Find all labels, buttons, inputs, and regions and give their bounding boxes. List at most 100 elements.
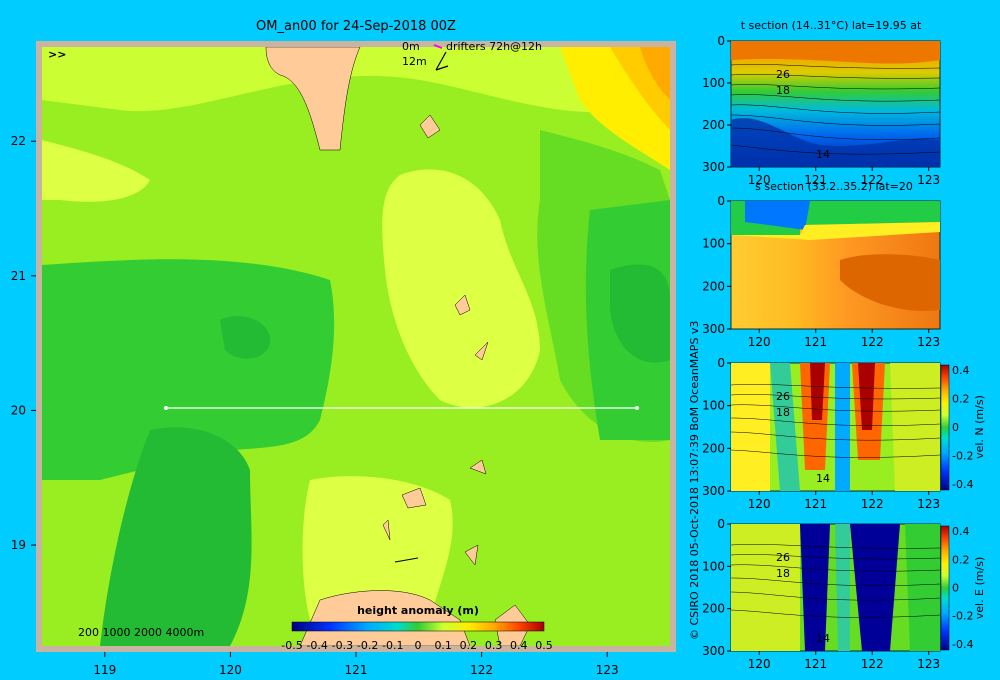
panel-colorbar-tick-label: -0.4 <box>952 638 973 651</box>
legend-drifters: drifters 72h@12h <box>446 40 542 53</box>
panel-colorbar-tick-label: 0.4 <box>952 525 970 538</box>
panel-y-tick-label: 0 <box>717 194 725 208</box>
colorbar <box>291 621 545 632</box>
land-luzon <box>299 590 471 646</box>
ve-contour-label-14: 14 <box>816 632 830 645</box>
s-salty-core <box>840 254 940 311</box>
ve-colorbar-label: vel. E (m/s) <box>973 557 986 620</box>
panel-y-tick-label: 300 <box>702 644 725 658</box>
panel-y-tick-label: 100 <box>702 76 725 90</box>
panel-colorbar-tick-label: -0.2 <box>952 449 973 462</box>
vn-contour-label-26: 26 <box>776 390 790 403</box>
drifter-track <box>394 557 419 563</box>
panel-y-tick-label: 200 <box>702 279 725 293</box>
vel-east-section: 26 18 14 vel. E (m/s) <box>730 523 986 652</box>
panel-x-tick-label: 120 <box>748 497 771 511</box>
map-y-tick-label: 19 <box>11 538 26 552</box>
section-panel-ticks: 120 121 122 123 0 100 200 300 120 121 122 123 0 100 20… <box>702 34 973 671</box>
field-southwest-green <box>100 427 252 646</box>
panel-y-tick-label: 0 <box>717 517 725 531</box>
panel-x-tick-label: 121 <box>804 497 827 511</box>
panel-x-tick-label: 120 <box>748 657 771 671</box>
map-x-tick-label: 122 <box>470 663 493 677</box>
panel-x-tick-label: 121 <box>804 657 827 671</box>
s-halocline <box>731 222 940 240</box>
vn-contour-label-14: 14 <box>816 472 830 485</box>
panel-x-tick-label: 121 <box>804 335 827 349</box>
panel-x-tick-label: 122 <box>861 173 884 187</box>
field-west-core <box>220 316 270 359</box>
panel-x-tick-label: 120 <box>748 335 771 349</box>
panel-x-tick-label: 122 <box>861 335 884 349</box>
field-southeast-band <box>520 458 640 600</box>
s-fresh-core <box>745 201 810 230</box>
colorbar-tick-label: -0.1 <box>382 639 403 652</box>
velocity-arrow-icon <box>435 51 449 71</box>
colorbar-tick-label: -0.4 <box>306 639 327 652</box>
colorbar-tick-label: 0.4 <box>510 639 528 652</box>
legend-depth-12: 12m <box>402 55 427 68</box>
ve-band-1 <box>731 524 800 651</box>
field-west-green <box>42 259 335 480</box>
t-section-title: t section (14..31°C) lat=19.95 at <box>741 19 922 32</box>
t-deep-layer <box>731 117 940 167</box>
temperature-section: t section (14..31°C) lat=19.95 at 26 18 … <box>730 19 941 168</box>
colorbar-tick-label: 0.2 <box>460 639 478 652</box>
panel-x-tick-label: 120 <box>748 173 771 187</box>
panel-x-tick-label: 123 <box>917 173 940 187</box>
map-panel: >> 0m drifters 72h@12h 12m 200 1000 2000… <box>36 40 676 652</box>
island-1 <box>419 114 441 139</box>
t-surface-layer <box>731 41 940 64</box>
ve-colorbar <box>940 525 950 651</box>
t-contours <box>730 64 941 155</box>
section-start <box>164 406 168 410</box>
map-y-tick-label: 20 <box>11 403 26 417</box>
island-6 <box>382 519 391 541</box>
panel-colorbar-tick-label: 0.2 <box>952 393 970 406</box>
map-x-ticks: 119 120 121 122 123 <box>93 652 619 677</box>
panel-y-tick-label: 300 <box>702 160 725 174</box>
colorbar-ticks: -0.5 -0.4 -0.3 -0.2 -0.1 0 0.1 0.2 0.3 0.4 0.5 <box>281 639 552 652</box>
vn-band-4 <box>835 363 850 491</box>
panel-colorbar-tick-label: -0.4 <box>952 478 973 491</box>
salinity-section: s section (33.2..35.2) lat=20 <box>730 180 941 330</box>
panel-y-tick-label: 100 <box>702 559 725 573</box>
panel-x-tick-label: 123 <box>917 335 940 349</box>
panel-y-tick-label: 0 <box>717 34 725 48</box>
panel-y-tick-label: 100 <box>702 399 725 413</box>
t-contour-label-18: 18 <box>776 84 790 97</box>
map-x-tick-label: 121 <box>345 663 368 677</box>
panel-y-tick-label: 300 <box>702 484 725 498</box>
colorbar-tick-label: 0.3 <box>485 639 503 652</box>
vn-band-2 <box>770 363 800 491</box>
vn-colorbar <box>940 364 950 491</box>
vel-north-section: 26 18 14 vel. N (m/s) <box>730 362 986 492</box>
vn-band-5-core <box>858 363 875 430</box>
panel-y-tick-label: 100 <box>702 237 725 251</box>
panel-colorbar-tick-label: 0 <box>952 421 959 434</box>
vn-contour-label-18: 18 <box>776 406 790 419</box>
field-east-core <box>610 264 670 363</box>
island-4 <box>469 459 487 475</box>
map-y-tick-label: 21 <box>11 269 26 283</box>
panel-x-tick-label: 122 <box>861 657 884 671</box>
panel-x-tick-label: 122 <box>861 497 884 511</box>
panel-y-tick-label: 200 <box>702 118 725 132</box>
bathymetry-legend: 200 1000 2000 4000m <box>78 626 204 639</box>
map-x-tick-label: 120 <box>219 663 242 677</box>
vn-colorbar-label: vel. N (m/s) <box>973 395 986 459</box>
panel-x-tick-label: 121 <box>804 173 827 187</box>
map-x-tick-label: 123 <box>596 663 619 677</box>
credit-text: © CSIRO 2018 05-Oct-2018 13:07:39 BoM Oc… <box>688 321 701 640</box>
island-5 <box>401 487 427 509</box>
ve-band-2 <box>800 524 830 651</box>
panel-y-tick-label: 200 <box>702 602 725 616</box>
scale-arrows: >> <box>48 48 66 61</box>
island-3 <box>474 341 489 361</box>
vn-band-3-core <box>810 363 825 420</box>
island-2 <box>454 294 471 316</box>
ve-band-3 <box>835 524 850 651</box>
field-north-band <box>42 47 620 113</box>
t-contour-label-26: 26 <box>776 68 790 81</box>
